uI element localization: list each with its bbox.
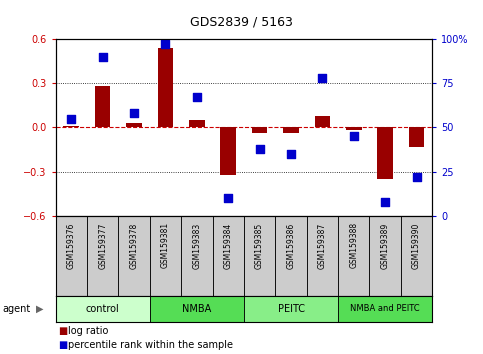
Bar (150, 216, 181, 296)
Text: GSM159377: GSM159377 (98, 222, 107, 269)
Point (99, 54, 107, 59)
Point (412, 174, 420, 180)
Bar (181, 216, 213, 296)
Bar (369, 216, 401, 296)
Bar (87, 216, 118, 296)
Bar (307, 216, 338, 296)
Bar (213, 216, 244, 296)
Bar (56, 216, 87, 296)
Bar (377, 127, 393, 179)
Bar (150, 296, 244, 322)
Text: log ratio: log ratio (68, 326, 108, 336)
Point (68, 116, 75, 121)
Text: ▶: ▶ (36, 304, 43, 314)
Text: GDS2839 / 5163: GDS2839 / 5163 (190, 16, 293, 29)
Text: control: control (86, 304, 119, 314)
Bar (252, 127, 268, 133)
Bar (338, 296, 432, 322)
Point (224, 195, 232, 201)
Text: GSM159390: GSM159390 (412, 222, 421, 269)
Text: GSM159388: GSM159388 (349, 222, 358, 268)
Bar (283, 127, 299, 133)
Point (256, 146, 264, 152)
Point (350, 133, 357, 139)
Text: agent: agent (2, 304, 30, 314)
Text: ■: ■ (58, 340, 67, 350)
Text: GSM159387: GSM159387 (318, 222, 327, 269)
Text: percentile rank within the sample: percentile rank within the sample (68, 340, 233, 350)
Point (287, 151, 295, 157)
Text: NMBA and PEITC: NMBA and PEITC (350, 304, 420, 313)
Bar (157, 48, 173, 127)
Text: GSM159383: GSM159383 (192, 222, 201, 269)
Bar (401, 216, 432, 296)
Point (193, 95, 201, 100)
Text: GSM159389: GSM159389 (381, 222, 390, 269)
Bar (314, 116, 330, 127)
Bar (220, 127, 236, 175)
Point (319, 75, 327, 81)
Text: GSM159376: GSM159376 (67, 222, 76, 269)
Point (161, 41, 170, 47)
Text: GSM159384: GSM159384 (224, 222, 233, 269)
Text: GSM159381: GSM159381 (161, 222, 170, 268)
Bar (63, 126, 79, 127)
Bar (95, 86, 111, 127)
Bar (338, 216, 369, 296)
Bar (346, 127, 362, 130)
Text: GSM159385: GSM159385 (255, 222, 264, 269)
Text: GSM159386: GSM159386 (286, 222, 296, 269)
Bar (189, 120, 205, 127)
Text: GSM159378: GSM159378 (129, 222, 139, 269)
Text: ■: ■ (58, 326, 67, 336)
Bar (275, 216, 307, 296)
Bar (244, 296, 338, 322)
Bar (118, 216, 150, 296)
Bar (126, 123, 142, 127)
Bar (56, 296, 150, 322)
Point (382, 199, 389, 205)
Bar (244, 216, 275, 296)
Text: NMBA: NMBA (182, 304, 212, 314)
Point (130, 110, 138, 116)
Text: PEITC: PEITC (278, 304, 304, 314)
Bar (409, 127, 425, 147)
